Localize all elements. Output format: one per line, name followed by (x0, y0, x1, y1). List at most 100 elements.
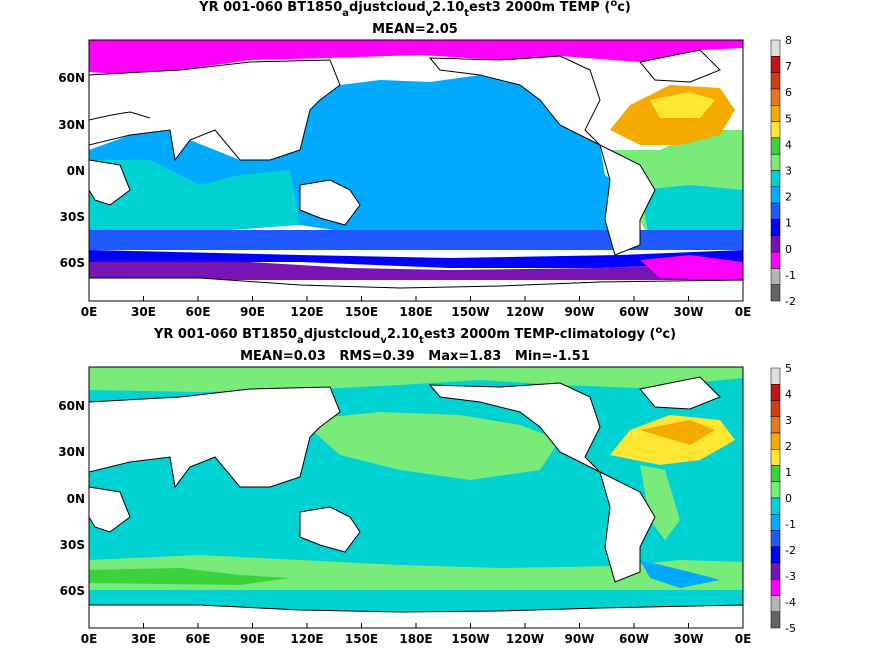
bottom-arctic-anomaly (89, 367, 743, 392)
top-panel: YR 001-060 BT1850adjustcloudv2.10test3 2… (58, 0, 796, 319)
top-weddell-cold (640, 255, 743, 280)
bottom-stats: MEAN=0.03 RMS=0.39 Max=1.83 Min=-1.51 (240, 349, 590, 364)
top-land (89, 49, 721, 256)
top-colorbar-swatch (770, 105, 781, 122)
top-north-atlantic-core (650, 92, 715, 118)
top-ytick-30n: 30N (58, 118, 85, 132)
bottom-colorbar-swatch (770, 497, 781, 515)
top-colorbar-swatch (770, 56, 781, 73)
bottom-xtick-label: 150W (451, 632, 489, 646)
bottom-colorbar-label: -3 (785, 570, 796, 583)
bottom-xtick-label: 60W (619, 632, 649, 646)
top-colorbar-swatch (770, 235, 781, 253)
bottom-colorbar-swatch (770, 432, 781, 450)
bottom-colorbar: 5 4 3 2 1 0 -1 -2 -3 -4 -5 (770, 362, 796, 635)
bottom-npac-anomaly (300, 412, 560, 480)
top-colorbar-swatch (770, 170, 781, 188)
bottom-colorbar-swatch (770, 367, 781, 385)
bottom-colorbar-swatch (770, 514, 781, 531)
top-ytick-0n: 0N (67, 164, 85, 178)
bottom-y-axis: 60N 30N 0N 30S 60S (58, 399, 85, 598)
top-xtick-label: 150E (345, 305, 378, 319)
top-colorbar-swatch (770, 202, 781, 220)
bottom-xtick-label: 0E (735, 632, 752, 646)
bottom-colorbar-label: 5 (785, 362, 792, 375)
top-xtick-label: 120E (290, 305, 323, 319)
top-colorbar-swatch (770, 88, 781, 106)
top-colorbar-label: 7 (785, 60, 792, 73)
bottom-land (89, 376, 721, 583)
top-xtick-label: 180E (399, 305, 432, 319)
bottom-xtick-label: 0E (81, 632, 98, 646)
top-colorbar-label: 0 (785, 243, 792, 256)
top-xtick-label: 30E (131, 305, 156, 319)
top-colorbar-label: 5 (785, 112, 792, 125)
bottom-ytick-60s: 60S (60, 584, 85, 598)
top-colorbar-label: -2 (785, 295, 796, 308)
bottom-colorbar-label: 3 (785, 414, 792, 427)
bottom-ytick-0n: 0N (67, 492, 85, 506)
top-colorbar-swatch (770, 72, 781, 90)
top-colorbar-swatch (770, 186, 781, 204)
top-colorbar-label: 3 (785, 165, 792, 178)
bottom-xtick-label: 90W (565, 632, 595, 646)
top-title: YR 001-060 BT1850adjustcloudv2.10test3 2… (198, 0, 631, 19)
bottom-colorbar-swatch (770, 562, 781, 580)
top-y-axis: 60N 30N 0N 30S 60S (58, 71, 85, 270)
top-colorbar-swatch (770, 284, 781, 302)
top-colorbar-swatch (770, 268, 781, 285)
top-colorbar-swatch (770, 219, 781, 236)
bottom-colorbar-label: -4 (785, 596, 796, 609)
top-southern-band-2 (89, 250, 743, 268)
top-colorbar-label: 6 (785, 86, 792, 99)
bottom-xtick-label: 120W (506, 632, 544, 646)
bottom-colorbar-swatch (770, 579, 781, 596)
top-xtick-label: 0E (81, 305, 98, 319)
top-colorbar-label: -1 (785, 269, 796, 282)
top-ytick-60n: 60N (58, 71, 85, 85)
bottom-colorbar-swatch (770, 449, 781, 466)
top-map-field (89, 40, 743, 301)
bottom-xtick-label: 150E (345, 632, 378, 646)
bottom-colorbar-swatch (770, 465, 781, 482)
bottom-colorbar-swatch (770, 400, 781, 417)
top-x-axis: 0E 30E 60E 90E 120E 150E 180E 150W 120W 90W 60W 30W… (81, 296, 752, 319)
top-colorbar-label: 2 (785, 191, 792, 204)
bottom-colorbar-label: 2 (785, 440, 792, 453)
bottom-ytick-30n: 30N (58, 445, 85, 459)
bottom-ytick-30s: 30S (60, 538, 85, 552)
bottom-xtick-label: 180E (399, 632, 432, 646)
bottom-colorbar-swatch (770, 530, 781, 547)
bottom-colorbar-swatch (770, 595, 781, 612)
top-colorbar-swatch (770, 39, 781, 57)
bottom-xtick-label: 120E (290, 632, 323, 646)
top-xtick-label: 30W (674, 305, 704, 319)
top-ytick-60s: 60S (60, 256, 85, 270)
top-xtick-label: 150W (451, 305, 489, 319)
top-colorbar-swatch (770, 251, 781, 269)
bottom-colorbar-swatch (770, 611, 781, 629)
top-colorbar-swatch (770, 137, 781, 155)
top-colorbar-swatch (770, 153, 781, 171)
top-xtick-label: 0E (735, 305, 752, 319)
bottom-colorbar-swatch (770, 481, 781, 499)
bottom-southern-warm (89, 568, 290, 585)
top-mean-stat: MEAN=2.05 (372, 22, 458, 37)
bottom-xtick-label: 90E (240, 632, 265, 646)
top-colorbar-label: 4 (785, 138, 792, 151)
top-xtick-label: 90E (240, 305, 265, 319)
bottom-colorbar-swatch (770, 546, 781, 564)
bottom-title: YR 001-060 BT1850adjustcloudv2.10test3 2… (153, 325, 676, 346)
top-colorbar-swatch (770, 121, 781, 139)
top-indian-ocean (89, 160, 300, 240)
top-xtick-label: 90W (565, 305, 595, 319)
bottom-north-atlantic-core (640, 420, 715, 445)
top-arctic-band (89, 40, 743, 75)
top-southern-band-3 (89, 262, 743, 280)
bottom-colorbar-label: 0 (785, 492, 792, 505)
bottom-gulf-stream (640, 465, 680, 540)
bottom-ytick-60n: 60N (58, 399, 85, 413)
bottom-weddell-cold (640, 560, 720, 588)
top-ytick-30s: 30S (60, 210, 85, 224)
